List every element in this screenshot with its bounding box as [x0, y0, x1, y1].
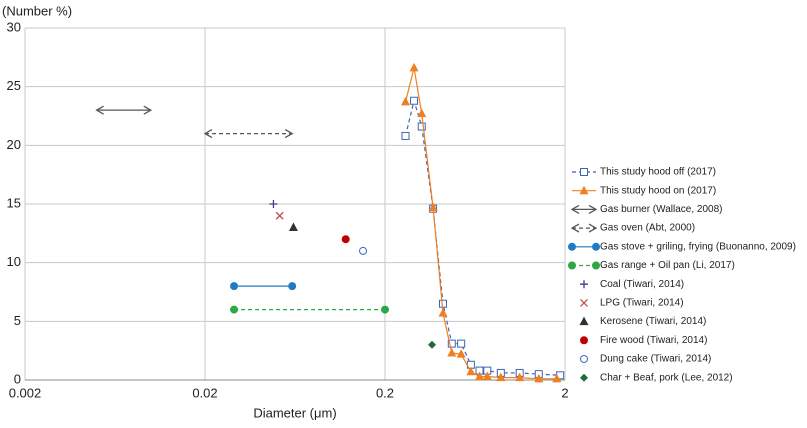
data-point — [275, 211, 284, 220]
data-point — [447, 339, 456, 348]
legend-label: Coal (Tiwari, 2014) — [600, 279, 684, 290]
x-tick-label: 0.002 — [9, 385, 42, 400]
data-point — [496, 372, 506, 382]
data-point — [203, 129, 213, 139]
legend-marker — [580, 373, 588, 382]
data-point — [482, 371, 492, 380]
legend-marker — [568, 261, 576, 270]
data-point — [447, 348, 457, 357]
data-point — [401, 96, 411, 106]
legend-label: LPG (Tiwari, 2014) — [600, 298, 684, 309]
data-point — [288, 282, 297, 291]
legend-marker — [580, 355, 588, 363]
legend-label: Char + Beaf, pork (Lee, 2012) — [600, 372, 733, 383]
legend-marker — [568, 242, 576, 251]
legend-marker — [588, 223, 598, 233]
legend-marker — [588, 204, 598, 214]
y-tick-label: 0 — [14, 371, 21, 386]
y-tick-label: 25 — [7, 78, 21, 93]
series-line — [404, 67, 557, 380]
data-point — [359, 246, 368, 255]
data-point — [456, 349, 466, 358]
data-point — [428, 202, 438, 212]
legend-label: Kerosene (Tiwari, 2014) — [600, 316, 706, 327]
data-point — [534, 373, 544, 383]
data-point — [515, 372, 525, 382]
x-tick-label: 0.02 — [192, 385, 217, 400]
data-point — [466, 366, 476, 376]
data-point — [457, 339, 466, 348]
x-tick-label: 2 — [561, 385, 568, 400]
legend-label: Fire wood (Tiwari, 2014) — [600, 335, 707, 346]
legend-marker — [579, 316, 589, 326]
legend-marker — [580, 280, 588, 289]
legend-marker — [592, 242, 600, 251]
legend-marker — [570, 223, 580, 233]
y-tick-label: 10 — [7, 254, 21, 269]
x-axis-title: Diameter (μm) — [253, 405, 336, 420]
data-point — [230, 305, 239, 314]
legend-marker — [570, 204, 580, 214]
x-tick-label: 0.2 — [376, 385, 394, 400]
data-point — [341, 235, 350, 244]
series-line — [404, 98, 561, 376]
legend-label: This study hood on (2017) — [600, 185, 716, 196]
data-point — [409, 62, 419, 72]
legend-label: Gas range + Oil pan (Li, 2017) — [600, 260, 735, 271]
data-point — [417, 122, 426, 131]
y-tick-label: 20 — [7, 137, 21, 152]
data-point — [410, 96, 419, 105]
data-point — [230, 282, 239, 291]
legend-label: Gas oven (Abt, 2000) — [600, 223, 695, 234]
legend-marker — [579, 185, 589, 195]
data-point — [284, 129, 294, 139]
data-point — [438, 308, 448, 317]
y-axis-title: (Number %) — [2, 3, 72, 18]
y-tick-label: 30 — [7, 19, 21, 34]
legend-marker — [580, 168, 588, 176]
data-point — [95, 105, 104, 115]
legend-label: This study hood off (2017) — [600, 167, 716, 178]
legend-marker — [592, 261, 600, 270]
data-point — [401, 131, 410, 140]
data-point — [269, 200, 278, 208]
legend-marker — [580, 298, 588, 307]
data-point — [475, 371, 485, 380]
y-tick-label: 15 — [7, 195, 21, 210]
data-point — [552, 373, 562, 383]
legend-marker — [580, 336, 588, 345]
data-point — [428, 340, 437, 349]
data-point — [381, 305, 389, 314]
data-point — [288, 222, 298, 231]
data-point — [143, 105, 153, 115]
legend-label: Gas burner (Wallace, 2008) — [600, 204, 722, 215]
y-tick-label: 5 — [14, 313, 21, 328]
data-point — [417, 108, 427, 118]
data-point — [438, 299, 447, 308]
legend-label: Dung cake (Tiwari, 2014) — [600, 354, 711, 365]
legend-label: Gas stove + griling, frying (Buonanno, 2… — [600, 241, 796, 252]
